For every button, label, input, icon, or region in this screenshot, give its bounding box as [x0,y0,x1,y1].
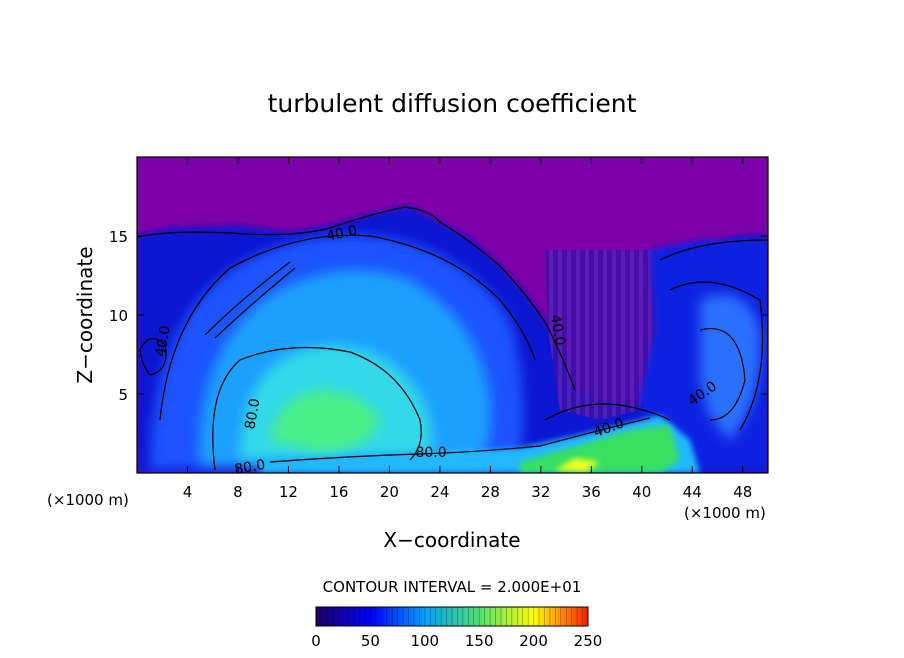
x-tick-label-20: 20 [380,483,399,501]
x-tick-label-36: 36 [582,483,601,501]
y-axis: 5 10 15 [109,228,768,404]
x-axis-unit-left: (×1000 m) [47,491,129,509]
contour-line-streak [204,261,296,339]
colorbar-ticks: 0 50 100 150 200 250 [311,632,602,650]
contour-line-cloud-80 [212,346,422,471]
y-tick-label-15: 15 [109,228,128,246]
colorbar-stripes [321,607,583,626]
heatmap-field [137,157,768,473]
contour-line-gap [544,403,671,421]
y-axis-label: Z−coordinate [73,246,97,383]
field-region-cloud-core [270,390,380,452]
x-tick-label-48: 48 [733,483,752,501]
contour-line-cloud-40 [159,234,536,421]
x-tick-label-8: 8 [233,483,243,501]
contour-label-5: 40.0 [547,313,568,346]
x-tick-label-44: 44 [683,483,702,501]
colorbar-tick-label-150: 150 [465,632,494,650]
colorbar: 0 50 100 150 200 250 [311,606,602,650]
x-tick-label-24: 24 [430,483,449,501]
x-tick-label-40: 40 [632,483,651,501]
contour-label-0: 40.0 [325,223,359,245]
x-axis-unit-right: (×1000 m) [684,504,766,522]
colorbar-tick-label-50: 50 [361,632,380,650]
field-region-gap-stripes [545,250,665,420]
field-region-surface-hot [520,425,680,473]
x-tick-label-28: 28 [481,483,500,501]
x-tick-label-12: 12 [279,483,298,501]
contour-line-band [269,417,651,463]
field-region-right-plume-core [700,294,761,440]
contour-line-outer [137,206,576,391]
contour-interval-text: CONTOUR INTERVAL = 2.000E+01 [323,578,582,596]
colorbar-gradient [316,607,588,626]
x-axis: 4 8 12 16 20 24 28 32 36 40 44 48 [183,157,752,501]
y-tick-label-5: 5 [118,386,128,404]
contour-label-1: 40.0 [153,324,174,357]
x-tick-label-32: 32 [531,483,550,501]
x-tick-label-16: 16 [329,483,348,501]
y-tick-label-10: 10 [109,307,128,325]
x-axis-label: X−coordinate [383,528,520,552]
contour-lines [137,206,768,471]
colorbar-tick-label-250: 250 [574,632,603,650]
contour-label-4: 80.0 [415,445,446,461]
colorbar-tick-label-0: 0 [311,632,321,650]
contour-line-right-plume [659,239,768,431]
contour-label-2: 80.0 [242,397,263,430]
colorbar-frame [315,606,589,627]
contour-line-left-edge [139,338,167,376]
field-region-surface-max [555,458,600,472]
colorbar-tick-label-200: 200 [519,632,548,650]
colorbar-tick-label-100: 100 [410,632,439,650]
x-tick-label-4: 4 [183,483,193,501]
chart-title: turbulent diffusion coefficient [268,89,637,118]
